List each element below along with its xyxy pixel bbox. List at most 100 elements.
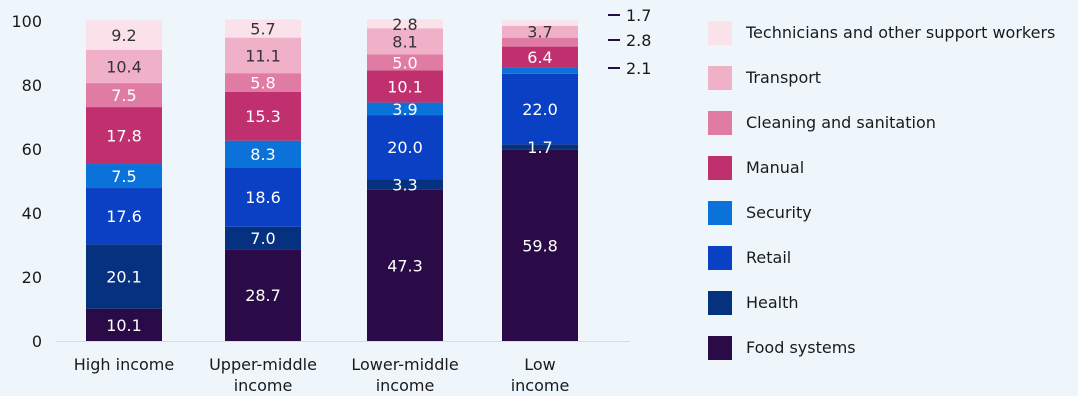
data-label: 9.2 [111,26,136,45]
bar-segment [225,226,301,250]
bar-segment [502,37,578,47]
data-label: 10.4 [106,57,142,76]
category-label: High income [74,355,174,374]
bar-segment [225,167,301,227]
data-label: 5.8 [250,73,275,92]
outside-data-label: 2.1 [626,59,651,78]
bar-segment [86,188,162,245]
bar-segment [86,244,162,309]
bar-segment [502,20,578,26]
bar-segment [86,49,162,84]
legend-item: Health [708,280,1055,325]
category-label: income [511,376,570,395]
data-label: 8.3 [250,145,275,164]
data-label: 7.5 [111,86,136,105]
legend-swatch [708,155,732,180]
data-label: 28.7 [245,286,281,305]
legend-swatch [708,245,732,270]
bar-segment [367,70,443,103]
legend-item: Food systems [708,325,1055,370]
stacked-bar-chart: 0 20 40 60 80 100 High income Upper-middle incom… [11,6,651,395]
data-label: 20.0 [387,138,423,157]
bar-segment [367,19,443,29]
category-label: income [376,376,435,395]
bar-segment [225,91,301,141]
bar-segment [225,73,301,92]
bar-segment [225,249,301,341]
data-label: 1.7 [527,138,552,157]
y-tick-label: 80 [22,76,42,95]
legend-item: Manual [708,145,1055,190]
data-label: 59.8 [522,236,558,255]
data-label: 11.1 [245,46,281,65]
data-label: 3.7 [527,23,552,42]
legend-swatch [708,65,732,90]
legend-label: Food systems [746,338,856,357]
legend-swatch [708,290,732,315]
legend-label: Health [746,293,799,312]
bar-segment [502,46,578,68]
bar-segment [86,308,162,341]
data-label: 15.3 [245,107,281,126]
data-label: 47.3 [387,256,423,275]
data-label: 3.9 [392,100,417,119]
bar-segment [367,54,443,71]
bar-segment [86,20,162,50]
legend-swatch [708,110,732,135]
legend-label: Security [746,203,812,222]
data-label: 17.6 [106,207,142,226]
y-tick-label: 100 [11,12,42,31]
bar-segment [86,164,162,189]
legend-label: Retail [746,248,792,267]
legend-label: Transport [746,68,822,87]
data-label: 7.5 [111,167,136,186]
legend-label: Technicians and other support workers [746,23,1056,42]
y-tick-label: 60 [22,140,42,159]
data-label: 8.1 [392,32,417,51]
category-label: Upper-middle [209,355,317,374]
data-label: 6.4 [527,48,552,67]
legend-label: Manual [746,158,805,177]
legend-swatch [708,20,732,45]
legend-item: Cleaning and sanitation [708,100,1055,145]
data-label: 3.3 [392,175,417,194]
data-label: 7.0 [250,229,275,248]
bar-segment [225,140,301,168]
legend-item: Technicians and other support workers [708,10,1055,55]
data-label: 5.0 [392,53,417,72]
legend-item: Security [708,190,1055,235]
data-label: 22.0 [522,100,558,119]
data-label: 10.1 [387,77,423,96]
data-label: 20.1 [106,268,142,287]
y-tick-label: 40 [22,204,42,223]
category-label: Low [524,355,556,374]
bar-segment [367,189,443,341]
legend: Technicians and other support workers Tra… [708,10,1055,370]
y-tick-label: 20 [22,268,42,287]
data-label: 10.1 [106,316,142,335]
bar-segment [502,67,578,74]
data-label: 2.8 [392,15,417,34]
bar-segment [86,83,162,108]
bar-segment [367,115,443,180]
data-label: 18.6 [245,188,281,207]
bar-segment [367,28,443,55]
bar-segment [367,102,443,116]
legend-item: Retail [708,235,1055,280]
legend-label: Cleaning and sanitation [746,113,936,132]
category-label: Lower-middle [351,355,458,374]
category-label: income [234,376,293,395]
y-tick-label: 0 [32,332,42,351]
bar-segment [502,149,578,341]
bar-segment [502,144,578,150]
outside-data-label: 1.7 [626,6,651,25]
bar-segment [367,179,443,190]
bar-segment [502,73,578,145]
bar-segment [502,25,578,38]
data-label: 5.7 [250,20,275,39]
bar-segment [225,37,301,74]
bar-segment [86,107,162,165]
bar-segment [225,19,301,38]
data-label: 17.8 [106,127,142,146]
